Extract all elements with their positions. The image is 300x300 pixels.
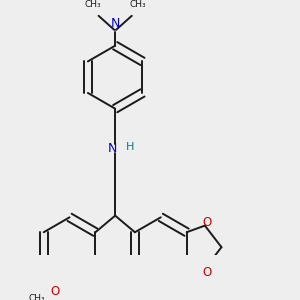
Text: H: H <box>126 142 134 152</box>
Text: O: O <box>203 216 212 229</box>
Text: CH₃: CH₃ <box>28 294 45 300</box>
Text: O: O <box>50 285 59 298</box>
Text: N: N <box>110 17 120 30</box>
Text: O: O <box>203 266 212 278</box>
Text: CH₃: CH₃ <box>129 0 146 9</box>
Text: N: N <box>108 142 117 155</box>
Text: CH₃: CH₃ <box>85 0 101 9</box>
